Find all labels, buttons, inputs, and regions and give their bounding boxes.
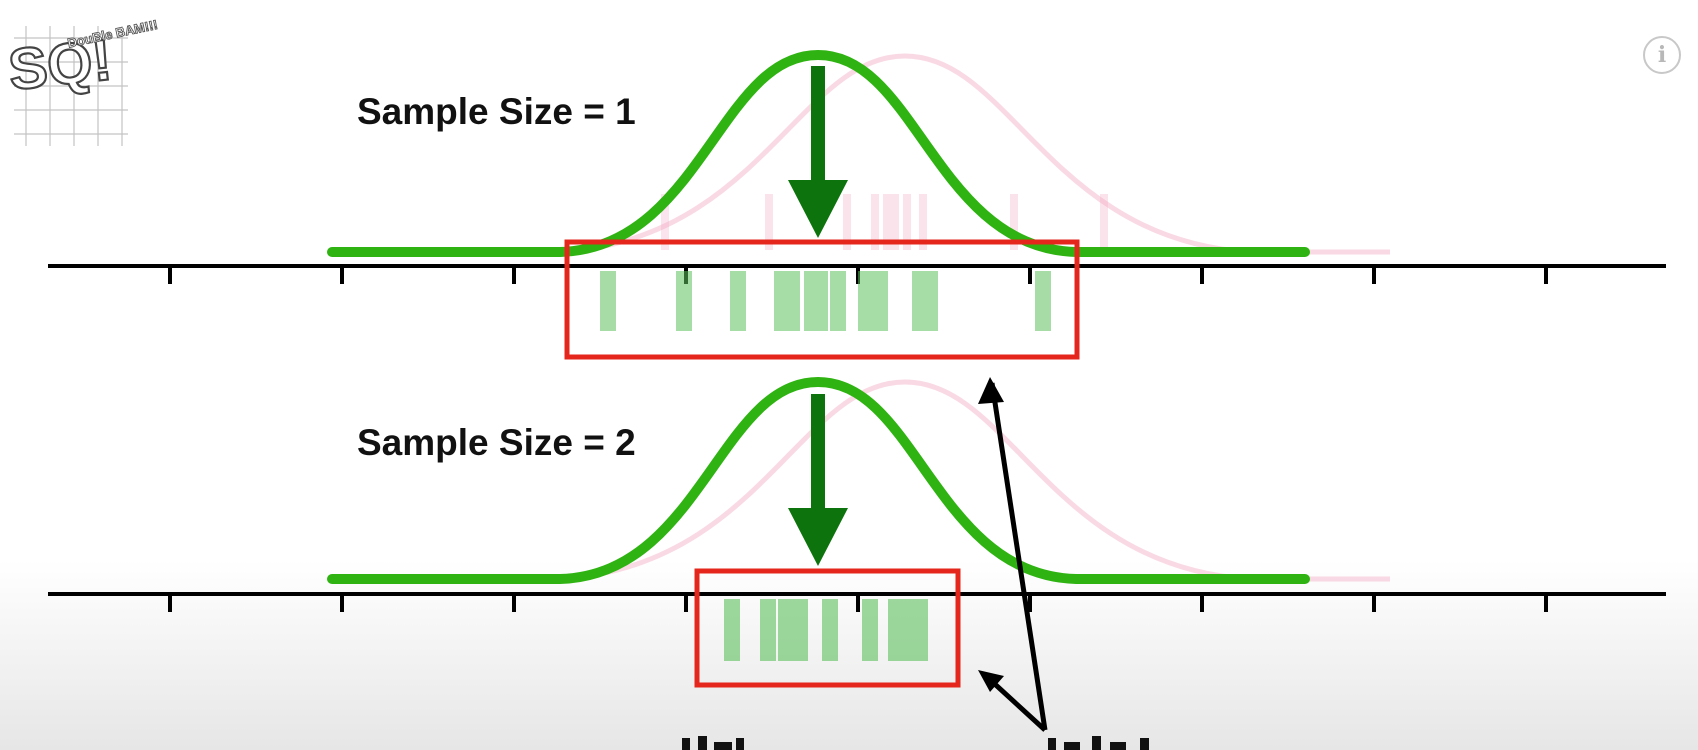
- faded-population-curve: [559, 379, 1390, 582]
- estimate-bar: [730, 271, 746, 331]
- estimate-bar: [676, 271, 692, 331]
- info-button[interactable]: i: [1643, 36, 1681, 74]
- cropped-caption: [0, 728, 1698, 750]
- estimate-bar: [822, 599, 838, 661]
- estimate-bar: [724, 599, 740, 661]
- estimate-bars: [600, 271, 1051, 331]
- faded-population-curve: [559, 53, 1390, 255]
- normal-curve: [327, 49, 1310, 257]
- comparison-pointer-arrows: [978, 377, 1048, 732]
- estimate-bar: [862, 599, 878, 661]
- mean-arrow: [788, 66, 848, 238]
- sample-size-label: Sample Size = 1: [357, 91, 636, 132]
- estimate-spread-box: [694, 568, 961, 688]
- panel-sample-size-2: Sample Size = 2: [48, 376, 1666, 688]
- panel-sample-size-1: Sample Size = 1: [48, 49, 1666, 360]
- normal-curve: [327, 376, 1310, 584]
- estimate-bar: [830, 271, 846, 331]
- estimate-bar: [600, 271, 616, 331]
- logo-mark: SQ!: [5, 27, 114, 102]
- estimate-bar: [912, 599, 928, 661]
- estimate-bar: [858, 271, 874, 331]
- estimate-bar: [792, 599, 808, 661]
- estimate-bar: [1035, 271, 1051, 331]
- estimate-bar: [872, 271, 888, 331]
- number-line-ticks: [168, 594, 1548, 612]
- estimate-bar: [778, 599, 794, 661]
- estimate-bar: [922, 271, 938, 331]
- info-icon: i: [1657, 42, 1667, 68]
- sample-size-label: Sample Size = 2: [357, 422, 636, 463]
- estimate-bar: [760, 599, 776, 661]
- statquest-logo: SQ! DouBle BAM!!!: [4, 16, 159, 150]
- estimate-bar: [898, 599, 914, 661]
- mean-arrow: [788, 394, 848, 566]
- faded-sample-bars: [661, 194, 1108, 250]
- pointer-arrow-up: [989, 382, 1048, 731]
- estimate-spread-box: [564, 239, 1080, 360]
- estimate-bar: [812, 271, 828, 331]
- estimate-bar: [784, 271, 800, 331]
- cropped-caption-glyphs: [682, 736, 1149, 750]
- estimate-bars: [724, 599, 928, 661]
